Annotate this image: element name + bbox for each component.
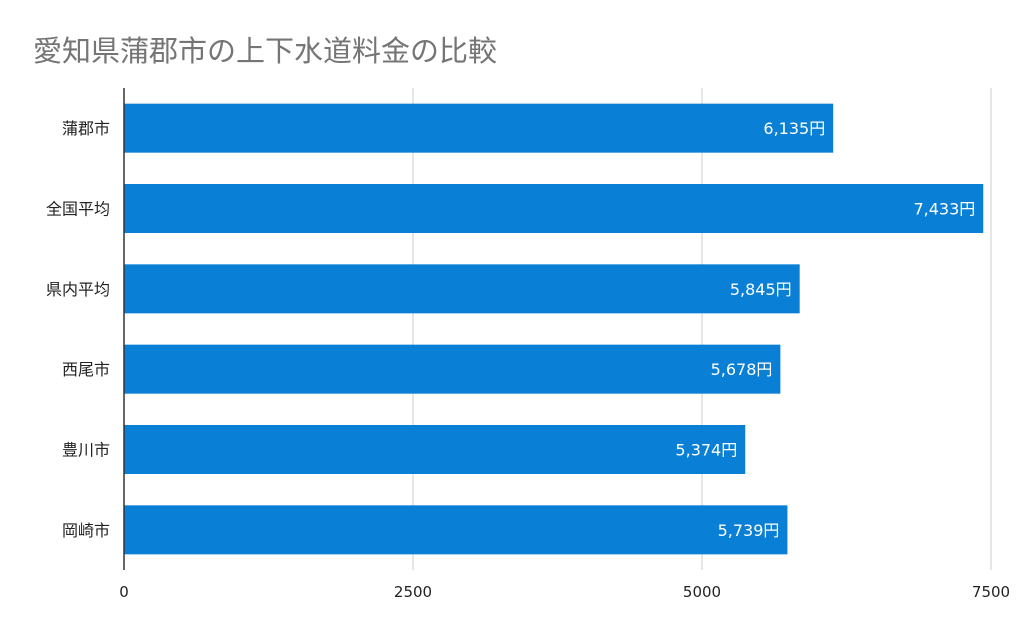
- category-label: 県内平均: [46, 280, 110, 299]
- x-tick-label: 5000: [683, 583, 721, 601]
- data-label: 5,739円: [718, 521, 780, 540]
- x-tick-label: 0: [119, 583, 129, 601]
- data-label: 5,678円: [711, 360, 773, 379]
- data-label: 6,135円: [763, 119, 825, 138]
- chart-title: 愛知県蒲郡市の上下水道料金の比較: [33, 34, 498, 68]
- category-label: 岡崎市: [62, 521, 110, 540]
- bar: [124, 425, 746, 474]
- data-label: 5,845円: [730, 280, 792, 299]
- data-label: 5,374円: [675, 441, 737, 460]
- category-label: 全国平均: [46, 200, 110, 219]
- x-tick-label: 2500: [394, 583, 432, 601]
- bar: [124, 344, 781, 394]
- bar: [124, 103, 834, 153]
- data-label: 7,433円: [913, 200, 975, 219]
- bar: [124, 184, 984, 233]
- bar: [124, 264, 800, 314]
- category-label: 豊川市: [62, 441, 110, 460]
- bar: [124, 505, 788, 555]
- category-label: 蒲郡市: [62, 119, 110, 138]
- x-tick-label: 7500: [972, 583, 1010, 601]
- category-label: 西尾市: [62, 360, 110, 379]
